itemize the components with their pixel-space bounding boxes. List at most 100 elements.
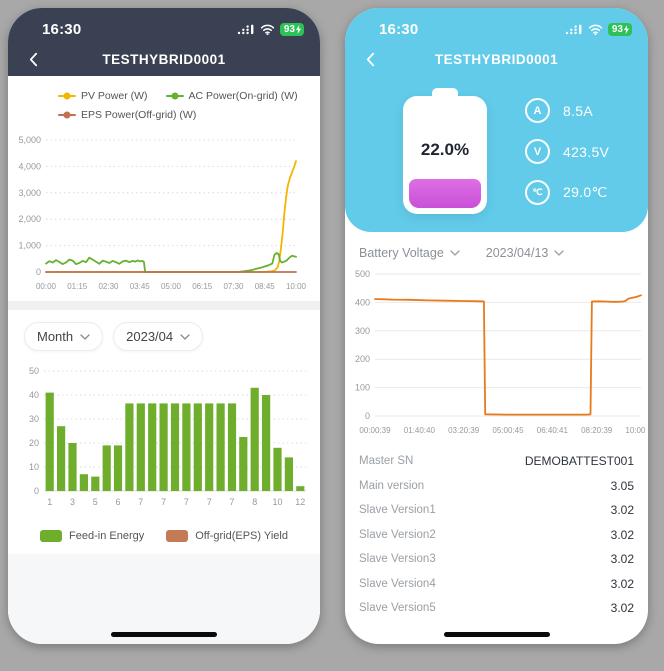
clock: 16:30 [379, 20, 419, 38]
table-row: Slave Version2 3.02 [359, 523, 634, 548]
power-line-chart: 0 1,000 2,000 3,000 4,000 5,000 00:00 01:15 02:3… [18, 135, 307, 291]
battery-stats: A 8.5A V 423.5V ℃ 29.0℃ [525, 98, 609, 205]
svg-text:40: 40 [29, 390, 39, 400]
chevron-down-icon [180, 333, 190, 340]
row-label: Slave Version5 [359, 602, 436, 615]
svg-text:5: 5 [93, 497, 98, 507]
home-indicator[interactable] [443, 632, 550, 637]
chevron-down-icon [80, 333, 90, 340]
svg-text:03:20:39: 03:20:39 [448, 426, 480, 435]
row-value: DEMOBATTEST001 [524, 454, 634, 469]
row-value: 3.02 [610, 601, 634, 616]
svg-text:8: 8 [252, 497, 257, 507]
svg-text:1: 1 [47, 497, 52, 507]
svg-text:7: 7 [138, 497, 143, 507]
chevron-left-icon [366, 52, 374, 66]
svg-text:06:40:41: 06:40:41 [537, 426, 569, 435]
wifi-icon [588, 24, 603, 35]
battery-status-icon: 93 [607, 22, 632, 36]
svg-text:10:00:41: 10:00:41 [625, 426, 645, 435]
svg-text:0: 0 [36, 267, 41, 277]
legend-item-ac-power: AC Power(On-grid) (W) [165, 90, 298, 102]
legend-item-pv-power: PV Power (W) [58, 90, 148, 102]
svg-text:1,000: 1,000 [18, 241, 41, 251]
power-chart-legend: PV Power (W) AC Power(On-grid) (W) EPS P… [8, 90, 320, 121]
legend-item-eps-power: EPS Power(Off-grid) (W) [58, 109, 196, 121]
svg-text:7: 7 [207, 497, 212, 507]
battery-voltage-chart: 0 100 200 300 400 500 00:00:39 01:40:40 03:20:39… [355, 269, 648, 435]
temperature-stat: ℃ 29.0℃ [525, 180, 609, 205]
right-status-bar: 16:30 93 [345, 16, 648, 42]
table-row: Slave Version4 3.02 [359, 572, 634, 597]
row-label: Slave Version2 [359, 528, 436, 541]
row-value: 3.02 [610, 503, 634, 518]
svg-text:0: 0 [34, 486, 39, 496]
back-button[interactable] [359, 48, 381, 70]
back-button[interactable] [22, 48, 44, 70]
legend-label: PV Power (W) [81, 90, 148, 102]
svg-text:2,000: 2,000 [18, 214, 41, 224]
svg-text:10:00: 10:00 [286, 282, 307, 291]
svg-text:50: 50 [29, 366, 39, 376]
svg-text:30: 30 [29, 414, 39, 424]
battery-graphic: 22.0% [403, 96, 487, 214]
right-phone: 16:30 93 [345, 8, 648, 644]
svg-text:00:00:39: 00:00:39 [359, 426, 391, 435]
date-dropdown[interactable]: 2023/04/13 [486, 246, 565, 260]
svg-text:4,000: 4,000 [18, 161, 41, 171]
right-nav-bar: TESTHYBRID0001 [345, 42, 648, 76]
svg-text:03:45: 03:45 [130, 282, 151, 291]
legend-label: Off-grid(EPS) Yield [195, 530, 288, 542]
voltage-stat: V 423.5V [525, 139, 609, 164]
battery-info-table: Master SN DEMOBATTEST001 Main version 3.… [345, 445, 648, 621]
svg-text:10: 10 [272, 497, 282, 507]
table-row: Main version 3.05 [359, 474, 634, 499]
metric-dropdown[interactable]: Battery Voltage [359, 246, 460, 260]
svg-text:7: 7 [229, 497, 234, 507]
cellular-signal-icon [237, 24, 254, 34]
wifi-icon [260, 24, 275, 35]
page-title: TESTHYBRID0001 [102, 51, 226, 67]
svg-text:01:40:40: 01:40:40 [404, 426, 436, 435]
svg-text:00:00: 00:00 [36, 282, 57, 291]
energy-bar-chart: 0 10 20 30 40 50 1 3 5 6 7 7 7 7 7 8 10 12 [29, 366, 306, 507]
temperature-value: 29.0℃ [563, 184, 608, 200]
month-dropdown[interactable]: 2023/04 [113, 322, 204, 351]
svg-text:07:30: 07:30 [223, 282, 244, 291]
power-chart-card: PV Power (W) AC Power(On-grid) (W) EPS P… [8, 76, 320, 301]
left-footer-area [8, 554, 320, 644]
legend-item-off-grid: Off-grid(EPS) Yield [166, 530, 288, 542]
voltage-value: 423.5V [563, 143, 610, 160]
page-title: TESTHYBRID0001 [434, 51, 559, 67]
current-stat: A 8.5A [525, 98, 609, 123]
svg-text:500: 500 [355, 269, 370, 279]
chevron-down-icon [554, 250, 564, 256]
svg-text:05:00: 05:00 [161, 282, 182, 291]
clock: 16:30 [42, 20, 82, 38]
home-indicator[interactable] [111, 632, 217, 637]
energy-chart-card: Month 2023/04 0 10 20 30 40 50 1 3 5 6 7 7 7 7 7 8 10 12 … [8, 310, 320, 554]
battery-percent: 22.0% [420, 140, 470, 159]
period-dropdown[interactable]: Month [24, 322, 104, 351]
table-row: Slave Version5 3.02 [359, 596, 634, 621]
legend-label: EPS Power(Off-grid) (W) [81, 109, 197, 121]
row-value: 3.02 [610, 527, 634, 542]
svg-text:12: 12 [295, 497, 305, 507]
legend-label: AC Power(On-grid) (W) [188, 90, 298, 102]
celsius-icon: ℃ [525, 180, 550, 205]
pv-power-marker-icon [58, 92, 76, 100]
chevron-down-icon [450, 250, 460, 256]
legend-label: Feed-in Energy [69, 530, 145, 542]
cellular-signal-icon [565, 24, 582, 34]
svg-text:06:15: 06:15 [192, 282, 213, 291]
row-label: Main version [359, 479, 425, 492]
amps-icon: A [525, 98, 550, 123]
svg-text:08:20:39: 08:20:39 [581, 426, 613, 435]
ac-power-marker-icon [165, 92, 184, 100]
svg-text:300: 300 [355, 326, 370, 336]
battery-fill-level [409, 179, 481, 208]
svg-text:02:30: 02:30 [98, 282, 119, 291]
left-phone: 16:30 93 [8, 8, 320, 644]
svg-text:100: 100 [355, 383, 370, 393]
